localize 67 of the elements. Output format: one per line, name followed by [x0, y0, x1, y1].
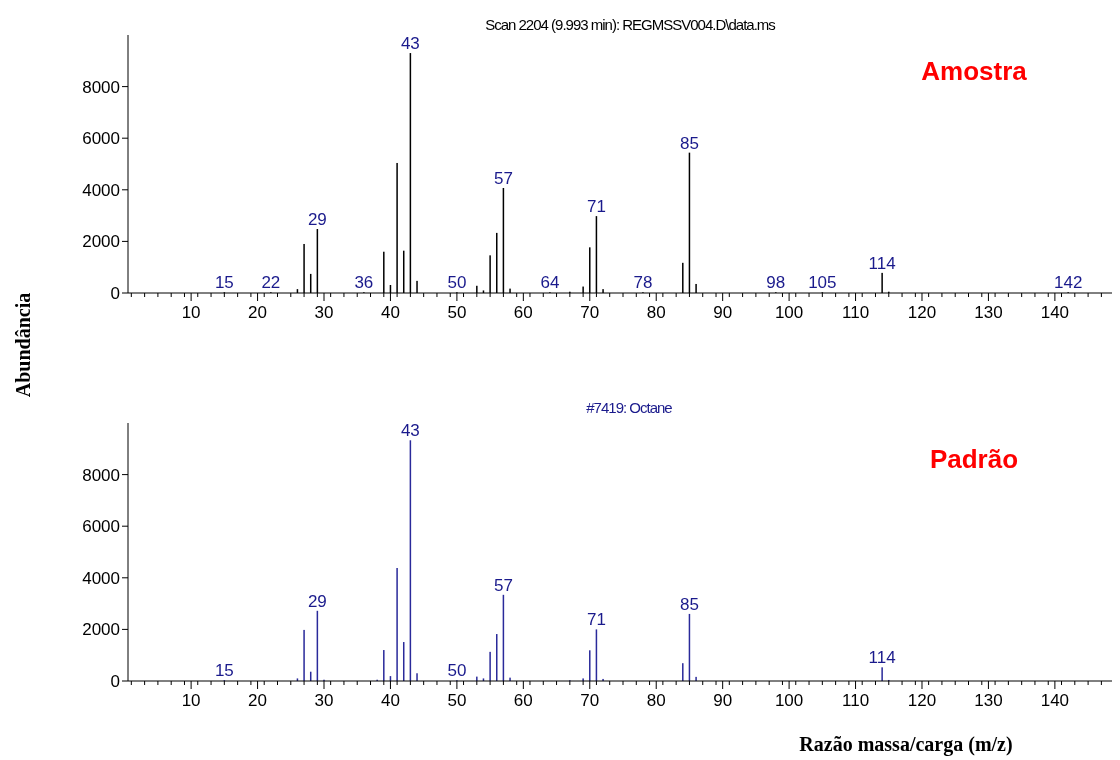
y-axis-title: Abundância	[12, 292, 34, 398]
annotation: 114	[868, 648, 896, 668]
annotation: 57	[493, 168, 513, 188]
y-tick-label: 6000	[82, 129, 120, 149]
x-tick-label: 40	[380, 303, 400, 322]
annotation: 29	[307, 591, 327, 611]
x-tick-label: 30	[314, 691, 334, 710]
x-tick-label: 10	[181, 303, 201, 322]
x-tick-label: 80	[646, 691, 666, 710]
y-tick-label: 8000	[82, 77, 120, 97]
y-tick-label: 2000	[82, 232, 120, 252]
x-tick-label: 70	[580, 303, 600, 322]
annotation: Amostra	[921, 56, 1028, 86]
x-tick-label: 60	[513, 691, 533, 710]
x-tick-label: 90	[713, 691, 733, 710]
x-tick-label: 20	[248, 691, 268, 710]
annotation: 15	[214, 273, 234, 293]
x-tick-label: 30	[314, 303, 334, 322]
x-tick-label: 10	[181, 691, 201, 710]
chart-title: #7419: Octane	[586, 399, 673, 416]
annotation: 78	[633, 273, 653, 293]
y-tick-label: 0	[110, 284, 120, 303]
y-tick-label: 4000	[82, 180, 120, 200]
x-axis-title: Razão massa/carga (m/z)	[799, 733, 1013, 756]
y-tick-label: 0	[110, 672, 120, 691]
annotation: 64	[540, 273, 560, 293]
annotation: 29	[307, 210, 327, 230]
x-tick-label: 120	[907, 303, 937, 322]
y-tick-label: 8000	[82, 465, 120, 485]
annotation: 15	[214, 661, 234, 681]
x-tick-label: 110	[842, 691, 870, 710]
annotation: 22	[261, 273, 281, 293]
chart-title: Scan 2204 (9.993 min): REGMSSV004.D\data.ms	[485, 16, 776, 33]
annotation: 50	[447, 273, 467, 293]
x-tick-label: 110	[842, 303, 870, 322]
annotation: 71	[586, 610, 606, 630]
x-tick-label: 60	[513, 303, 533, 322]
x-tick-label: 100	[774, 303, 804, 322]
annotation: 43	[400, 34, 420, 54]
y-tick-label: 2000	[82, 620, 120, 640]
annotation: 114	[868, 253, 896, 273]
annotation: 71	[586, 197, 606, 217]
annotation: 142	[1053, 273, 1083, 293]
annotation: 43	[400, 421, 420, 441]
annotation: 85	[679, 133, 699, 153]
x-tick-label: 20	[248, 303, 268, 322]
annotation: 85	[679, 594, 699, 614]
x-tick-label: 90	[713, 303, 733, 322]
annotation: Padrão	[929, 444, 1019, 474]
annotation: 36	[354, 273, 374, 293]
x-tick-label: 50	[447, 303, 467, 322]
x-tick-label: 130	[974, 303, 1003, 322]
x-tick-label: 80	[646, 303, 666, 322]
x-tick-label: 140	[1040, 303, 1070, 322]
x-tick-label: 140	[1040, 691, 1070, 710]
x-tick-label: 70	[580, 691, 600, 710]
annotation: 105	[808, 273, 837, 293]
x-tick-label: 100	[774, 691, 804, 710]
x-tick-label: 130	[974, 691, 1003, 710]
x-tick-label: 50	[447, 691, 467, 710]
y-tick-label: 4000	[82, 568, 120, 588]
x-tick-label: 120	[907, 691, 937, 710]
annotation: 50	[447, 661, 467, 681]
annotation: 57	[493, 575, 513, 595]
y-tick-label: 6000	[82, 517, 120, 537]
x-tick-label: 40	[380, 691, 400, 710]
annotation: 98	[766, 273, 786, 293]
